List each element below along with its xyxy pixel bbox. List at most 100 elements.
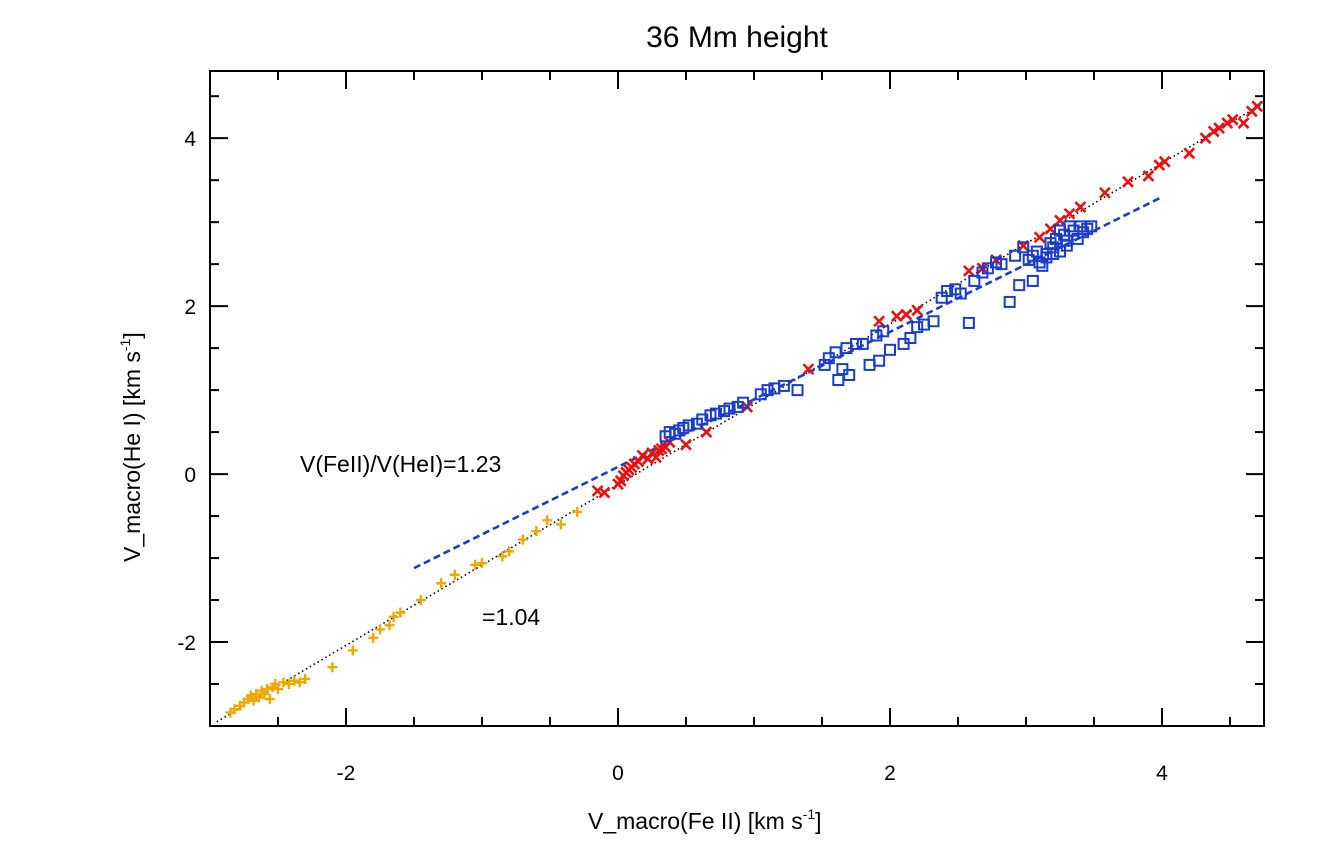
- plot-frame: [209, 70, 1265, 727]
- point-orange-plus: [395, 607, 406, 618]
- point-blue-square: [856, 337, 869, 350]
- x-tick-label: 0: [612, 762, 624, 785]
- point-blue-square: [791, 384, 804, 397]
- point-red-cross: [1237, 117, 1250, 129]
- point-red-cross: [1207, 125, 1220, 138]
- point-blue-square: [877, 325, 890, 338]
- point-orange-plus: [294, 677, 305, 688]
- point-red-cross: [1183, 147, 1196, 160]
- point-blue-square: [682, 419, 695, 432]
- x-axis-label: V_macro(Fe II) [km s-1]: [588, 806, 822, 834]
- point-blue-square: [777, 379, 790, 392]
- y-tick-label: 4: [184, 128, 196, 151]
- point-red-cross: [1063, 207, 1076, 220]
- point-orange-plus: [300, 673, 311, 684]
- y-axis-label-sup: -1: [117, 338, 133, 351]
- point-blue-square: [918, 318, 930, 331]
- point-orange-plus: [572, 506, 583, 517]
- point-orange-plus: [253, 692, 264, 703]
- point-blue-square: [1060, 234, 1073, 247]
- x-axis-label-end: ]: [815, 808, 821, 834]
- x-axis-label-main: V_macro(Fe II) [km s: [588, 808, 803, 834]
- point-orange-plus: [270, 679, 281, 690]
- point-orange-plus: [248, 695, 259, 706]
- point-orange-plus: [555, 519, 566, 530]
- point-red-cross: [650, 451, 662, 464]
- point-red-cross: [1122, 175, 1134, 188]
- point-blue-square: [709, 407, 722, 420]
- point-orange-plus: [384, 620, 395, 631]
- x-tick-label: 4: [1156, 762, 1168, 785]
- point-red-cross: [1098, 186, 1111, 199]
- point-red-cross: [1142, 170, 1155, 182]
- point-blue-square: [954, 287, 967, 300]
- point-red-cross: [1158, 155, 1171, 168]
- x-axis-label-sup: -1: [803, 806, 816, 822]
- point-blue-square: [863, 358, 876, 371]
- point-orange-plus: [504, 546, 515, 557]
- point-orange-plus: [375, 624, 385, 635]
- point-red-cross: [636, 449, 649, 462]
- point-orange-plus: [327, 662, 338, 673]
- point-orange-plus: [388, 611, 399, 622]
- point-blue-square: [962, 316, 975, 329]
- point-red-cross: [680, 438, 692, 451]
- point-orange-plus: [531, 526, 542, 537]
- point-red-cross: [962, 264, 975, 277]
- point-red-cross: [802, 363, 815, 376]
- point-blue-square: [1085, 220, 1098, 233]
- y-axis-label-end: ]: [119, 332, 145, 338]
- point-orange-plus: [415, 595, 426, 606]
- point-blue-square: [911, 321, 924, 334]
- point-orange-plus: [273, 684, 283, 695]
- point-orange-plus: [278, 677, 289, 688]
- point-orange-plus: [477, 558, 487, 569]
- point-red-cross: [700, 426, 713, 439]
- point-blue-square: [1003, 295, 1016, 308]
- annotation-ratio-104: =1.04: [482, 604, 540, 630]
- point-blue-square: [843, 368, 856, 381]
- axis-ticks: -2 0 2 4 -2 0 2 4: [177, 71, 1264, 785]
- annotation-ratio-123: V(FeII)/V(HeI)=1.23: [300, 451, 501, 477]
- y-axis-label-main: V_macro(He I) [km s: [119, 351, 145, 562]
- point-red-cross: [1054, 214, 1066, 227]
- point-red-cross: [1213, 122, 1226, 135]
- point-blue-square: [850, 337, 862, 350]
- point-red-cross: [1221, 117, 1234, 129]
- point-orange-plus: [497, 551, 508, 562]
- point-orange-plus: [436, 578, 447, 589]
- point-blue-square: [1040, 248, 1053, 261]
- plot-marks: [216, 100, 1265, 723]
- point-red-cross: [873, 315, 886, 328]
- point-blue-square: [904, 332, 917, 345]
- point-orange-plus: [259, 689, 270, 700]
- point-blue-square: [1047, 248, 1060, 261]
- point-blue-square: [1017, 241, 1030, 254]
- point-orange-plus: [262, 684, 273, 695]
- point-blue-square: [723, 402, 736, 415]
- point-blue-square: [927, 315, 940, 328]
- point-red-cross: [1153, 159, 1166, 171]
- point-blue-square: [968, 274, 981, 287]
- point-blue-square: [941, 285, 954, 298]
- point-blue-square: [1026, 274, 1039, 287]
- point-red-cross: [1044, 222, 1057, 235]
- point-blue-square: [737, 396, 750, 409]
- point-red-cross: [1033, 231, 1046, 244]
- point-orange-plus: [542, 515, 553, 526]
- point-orange-plus: [368, 632, 379, 643]
- point-blue-square: [1054, 245, 1066, 258]
- point-blue-square: [1009, 249, 1022, 262]
- x-tick-label: -2: [337, 762, 356, 785]
- point-blue-square: [884, 343, 896, 356]
- point-orange-plus: [245, 690, 256, 701]
- point-orange-plus: [229, 704, 240, 715]
- point-red-cross: [900, 308, 913, 321]
- point-orange-plus: [264, 694, 275, 705]
- point-orange-plus: [347, 645, 358, 656]
- point-blue-square: [873, 354, 886, 367]
- y-tick-label: -2: [177, 632, 196, 655]
- point-orange-plus: [289, 675, 300, 686]
- y-axis-label: V_macro(He I) [km s-1]: [117, 332, 145, 562]
